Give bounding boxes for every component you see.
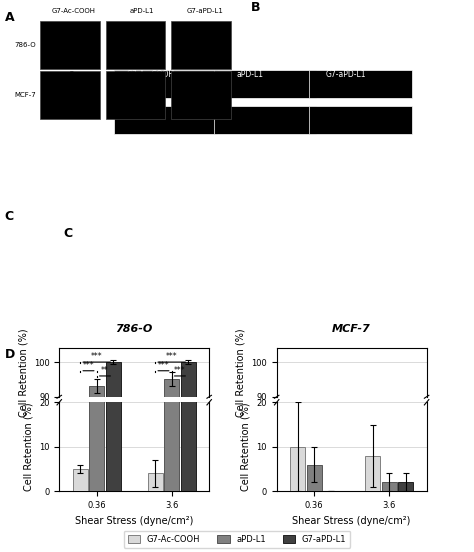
X-axis label: Shear Stress (dyne/cm²): Shear Stress (dyne/cm²)	[75, 516, 193, 526]
Bar	[365, 456, 380, 491]
Bar	[181, 46, 196, 491]
Bar	[106, 21, 165, 69]
Text: 786-O: 786-O	[14, 42, 36, 48]
Bar	[164, 68, 179, 491]
Text: MCF-7: MCF-7	[66, 119, 91, 128]
Bar	[382, 482, 397, 491]
FancyBboxPatch shape	[309, 70, 412, 98]
Y-axis label: Cell Retention (%): Cell Retention (%)	[236, 328, 246, 417]
Title: MCF-7: MCF-7	[332, 323, 371, 333]
Text: ***: ***	[166, 352, 178, 361]
Bar	[106, 362, 121, 552]
Text: ***: ***	[158, 360, 169, 370]
Bar	[147, 474, 163, 491]
Text: B: B	[251, 2, 260, 14]
Text: MCF-7: MCF-7	[14, 92, 36, 98]
Bar	[89, 386, 104, 552]
Y-axis label: Cell Retention (%): Cell Retention (%)	[24, 402, 34, 491]
Text: G7-Ac-COOH: G7-Ac-COOH	[52, 8, 96, 14]
Text: ***: ***	[82, 360, 94, 370]
Y-axis label: Cell Retention (%): Cell Retention (%)	[18, 328, 28, 417]
Text: G7-aPD-L1: G7-aPD-L1	[187, 8, 224, 14]
FancyBboxPatch shape	[114, 105, 217, 134]
Text: A: A	[5, 11, 14, 24]
Text: aPD-L1: aPD-L1	[129, 8, 154, 14]
Text: C: C	[63, 227, 72, 240]
Text: A: A	[66, 70, 76, 83]
FancyBboxPatch shape	[309, 105, 412, 134]
Bar	[89, 77, 104, 491]
Bar	[181, 362, 196, 552]
Title: 786-O: 786-O	[116, 323, 153, 333]
Bar	[106, 46, 121, 491]
FancyBboxPatch shape	[213, 105, 316, 134]
Text: aPD-L1: aPD-L1	[237, 70, 264, 79]
Bar	[398, 482, 413, 491]
Text: G7-aPD-L1: G7-aPD-L1	[326, 70, 366, 79]
Legend: G7-Ac-COOH, aPD-L1, G7-aPD-L1: G7-Ac-COOH, aPD-L1, G7-aPD-L1	[124, 530, 350, 548]
Text: C: C	[5, 210, 14, 223]
Text: ***: ***	[91, 352, 102, 361]
FancyBboxPatch shape	[213, 70, 316, 98]
X-axis label: Shear Stress (dyne/cm²): Shear Stress (dyne/cm²)	[292, 516, 411, 526]
Bar	[171, 21, 231, 69]
Bar	[307, 465, 322, 491]
Y-axis label: Cell Retention (%): Cell Retention (%)	[241, 402, 251, 491]
Text: G7-Ac-COOH: G7-Ac-COOH	[127, 70, 175, 79]
Bar	[106, 71, 165, 119]
Bar	[164, 379, 179, 552]
Text: **: **	[101, 366, 109, 375]
Bar	[73, 469, 88, 491]
Bar	[171, 71, 231, 119]
Bar	[40, 21, 100, 69]
FancyBboxPatch shape	[114, 70, 217, 98]
Text: ***: ***	[174, 366, 186, 375]
Text: 786-O: 786-O	[66, 87, 90, 96]
Bar	[40, 71, 100, 119]
Bar	[290, 447, 305, 491]
Text: D: D	[5, 348, 15, 361]
